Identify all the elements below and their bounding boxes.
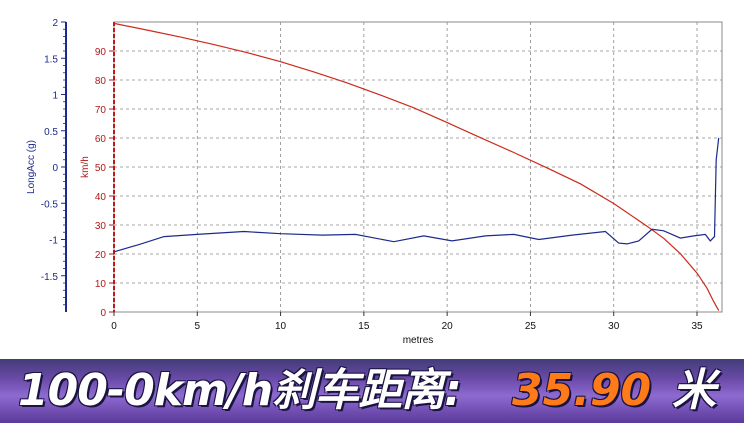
speed-axis-title: km/h xyxy=(80,156,91,178)
left-axis-tick-label: 0.5 xyxy=(44,127,58,138)
speed-axis-tick-label: 90 xyxy=(95,47,107,58)
speed-axis-tick-label: 40 xyxy=(95,192,107,203)
speed-axis-tick-label: 20 xyxy=(95,250,107,261)
left-axis-tick-label: -1.5 xyxy=(41,272,59,283)
x-axis-tick-label: 5 xyxy=(195,321,201,332)
speed-axis-tick-label: 30 xyxy=(95,221,107,232)
result-banner: 100-0km/h刹车距离: 35.90 米 xyxy=(0,355,744,423)
speed-axis-tick-label: 50 xyxy=(95,163,107,174)
x-axis-tick-label: 25 xyxy=(525,321,537,332)
left-axis-title: LongAcc (g) xyxy=(26,140,37,194)
speed-axis-tick-label: 80 xyxy=(95,76,107,87)
braking-chart: 2 1.5 1 0.5 0 -0.5 -1 -1.5 LongAcc (g) 90 80 70 60 50… xyxy=(26,18,723,346)
banner-unit: 米 xyxy=(672,365,716,416)
banner-value: 35.90 xyxy=(512,365,652,416)
x-axis-tick-label: 35 xyxy=(691,321,703,332)
x-axis-tick-label: 20 xyxy=(442,321,454,332)
x-axis-tick-label: 15 xyxy=(358,321,370,332)
left-axis-tick-label: 1 xyxy=(52,91,58,102)
left-axis-tick-label: 1.5 xyxy=(44,54,58,65)
left-axis-tick-label: -1 xyxy=(49,236,58,247)
speed-axis-tick-label: 0 xyxy=(100,308,106,319)
left-axis-tick-label: -0.5 xyxy=(41,199,59,210)
left-axis-tick-label: 0 xyxy=(52,163,58,174)
speed-axis-tick-label: 10 xyxy=(95,279,107,290)
left-axis-tick-label: 2 xyxy=(52,18,58,29)
speed-series-line xyxy=(113,22,720,311)
acceleration-series-line xyxy=(113,137,720,253)
x-axis-tick-label: 10 xyxy=(275,321,287,332)
x-axis-tick-label: 0 xyxy=(111,321,117,332)
banner-label: 100-0km/h刹车距离: xyxy=(18,365,462,416)
x-axis-title: metres xyxy=(403,335,434,346)
speed-axis-tick-label: 60 xyxy=(95,134,107,145)
x-axis-tick-label: 30 xyxy=(608,321,620,332)
speed-axis-tick-label: 70 xyxy=(95,105,107,116)
